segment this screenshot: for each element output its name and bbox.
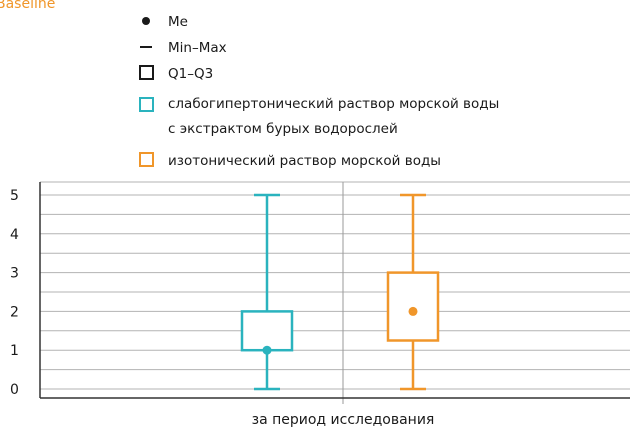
iqr-box <box>240 310 294 352</box>
median-point <box>408 306 418 316</box>
y-tick-label: 5 <box>10 188 19 204</box>
legend-label: Min–Max <box>168 40 227 56</box>
chart-title-fragment: Baseline <box>0 0 55 12</box>
y-tick-label: 1 <box>10 343 19 359</box>
y-tick-label: 4 <box>10 227 19 243</box>
box-icon <box>139 65 154 80</box>
legend-label: слабогипертонический раствор морской вод… <box>168 96 499 112</box>
y-tick-label: 0 <box>10 382 19 398</box>
plot-area: 0 1 2 3 4 5 за период исследования <box>10 181 630 428</box>
legend-item-box: Q1–Q3 <box>139 65 213 82</box>
x-tick-label: за период исследования <box>252 412 435 428</box>
median-marker-icon <box>142 17 150 25</box>
legend: Me Min–Max Q1–Q3 слабогипертонический раств… <box>139 14 499 169</box>
legend-label: изотонический раствор морской воды <box>168 153 441 169</box>
legend-item-dot: Me <box>142 14 188 30</box>
box-plot-series-1 <box>240 193 294 391</box>
legend-item-series-2: изотонический раствор морской воды <box>139 152 441 169</box>
y-tick-label: 2 <box>10 304 19 320</box>
legend-item-line: Min–Max <box>140 40 227 56</box>
legend-label: Me <box>168 14 188 30</box>
legend-item-series-1: слабогипертонический раствор морской вод… <box>139 96 499 137</box>
series-swatch-icon <box>139 152 154 167</box>
series-swatch-icon <box>139 97 154 112</box>
legend-label: с экстрактом бурых водорослей <box>168 121 398 137</box>
box-plot-series-2 <box>386 193 440 391</box>
iqr-box <box>386 271 440 342</box>
median-point <box>262 345 272 355</box>
legend-label: Q1–Q3 <box>168 66 213 82</box>
y-tick-label: 3 <box>10 266 19 282</box>
